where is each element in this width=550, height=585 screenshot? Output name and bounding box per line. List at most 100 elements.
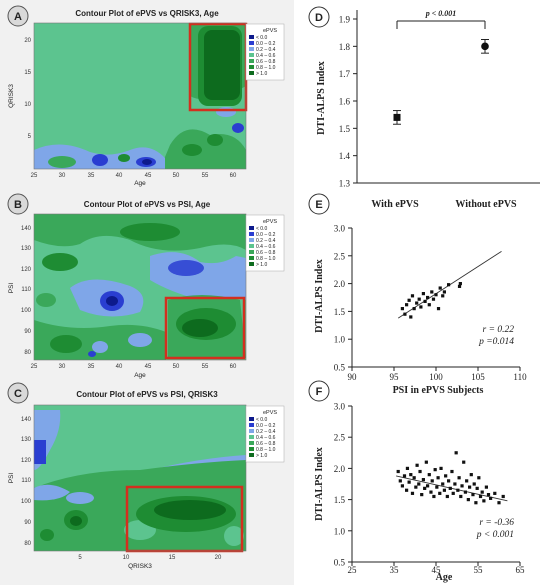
panel-c-y-ticks: 140 130 120 110 100 90 80: [21, 417, 32, 547]
panel-f: F 3.0 2.5 2.0 1.5 1.0 0.5 25 35 45 55 65 r = -0.3…: [308, 380, 525, 583]
panel-f-point: [407, 480, 411, 484]
panel-f-x-tick-label: 55: [474, 565, 484, 575]
panel-d-y-tick-label: 1.7: [339, 69, 351, 79]
panel-e-point: [417, 297, 421, 301]
panel-a-title: Contour Plot of ePVS vs QRISK3, Age: [75, 9, 219, 18]
panel-e-y-tick-label: 1.0: [334, 335, 346, 345]
panel-f-y-tick-label: 2.5: [334, 433, 346, 443]
panel-f-point: [472, 482, 476, 486]
svg-text:40: 40: [116, 364, 123, 370]
panel-c-y-label: PSI: [8, 473, 15, 484]
panel-f-point: [409, 473, 413, 477]
panel-f-y-ticks: 3.0 2.5 2.0 1.5 1.0 0.5: [334, 402, 352, 568]
panel-f-point: [466, 498, 470, 502]
panel-d-p-value: p < 0.001: [425, 9, 457, 18]
contour-figure: A Contour Plot of ePVS vs QRISK3, Age e: [7, 5, 285, 570]
panel-b-highlight-box: [164, 296, 246, 360]
svg-text:60: 60: [230, 173, 237, 179]
panel-f-point: [405, 488, 409, 492]
panel-e-y-ticks: 3.0 2.5 2.0 1.5 1.0 0.5: [334, 224, 352, 373]
panel-e-badge: E: [308, 193, 330, 215]
panel-f-point: [478, 494, 483, 499]
panel-f-x-tick-label: 45: [432, 565, 442, 575]
panel-e-point: [419, 305, 423, 309]
panel-b-y-ticks: 140 130 120 110 100 90 80: [21, 226, 32, 356]
svg-text:0.4 – 0.6: 0.4 – 0.6: [256, 435, 276, 441]
svg-text:25: 25: [31, 364, 38, 370]
panel-f-x-ticks: 25 35 45 55 65: [348, 562, 525, 575]
svg-text:ePVS: ePVS: [263, 219, 277, 225]
panel-a-badge: A: [7, 5, 29, 27]
panel-e-point: [457, 284, 462, 288]
panel-c-x-label: QRISK3: [128, 563, 152, 570]
svg-text:0.4 – 0.6: 0.4 – 0.6: [256, 244, 276, 250]
panel-b-title: Contour Plot of ePVS vs PSI, Age: [84, 200, 211, 209]
panel-e-point: [427, 303, 431, 307]
panel-e-point: [436, 307, 441, 311]
svg-text:5: 5: [28, 134, 32, 140]
panel-f-x-tick-label: 25: [348, 565, 358, 575]
panel-a-x-label: Age: [134, 180, 146, 187]
panel-d-point: [481, 42, 489, 51]
panel-f-point: [436, 476, 440, 480]
panel-f-point: [493, 491, 497, 495]
panel-d-y-label: DTI-ALPS Index: [316, 61, 327, 135]
panel-e-y-tick-label: 3.0: [334, 224, 346, 234]
panel-a-y-ticks: 20 15 10 5: [24, 38, 31, 140]
panel-f-point: [486, 493, 491, 497]
panel-f-point: [414, 485, 418, 489]
panel-e-y-tick-label: 1.5: [334, 307, 346, 317]
panel-f-y-tick-label: 0.5: [334, 558, 346, 568]
panel-c-badge: C: [7, 382, 29, 404]
svg-text:> 1.0: > 1.0: [256, 262, 267, 268]
panel-f-point: [451, 491, 455, 495]
panel-e-point: [412, 307, 416, 311]
panel-e-x-tick-label: 100: [429, 372, 443, 382]
panel-f-point: [474, 501, 478, 505]
panel-f-point: [444, 474, 448, 478]
panel-f-point: [489, 496, 493, 500]
panel-c-plot-area: [33, 404, 247, 553]
panel-e-r-value: r = 0.22: [483, 325, 515, 335]
svg-text:C: C: [14, 388, 22, 400]
panel-d: D 1.9 1.8 1.7 1.6 1.5 1.4 1.3 p < 0.001 With e…: [308, 6, 540, 210]
panel-f-y-tick-label: 2.0: [334, 464, 346, 474]
panel-f-point: [427, 473, 431, 477]
svg-text:ePVS: ePVS: [263, 28, 277, 34]
svg-text:50: 50: [173, 364, 180, 370]
svg-text:35: 35: [88, 173, 95, 179]
svg-text:0.8 – 1.0: 0.8 – 1.0: [256, 447, 276, 453]
panel-f-x-tick-label: 35: [390, 565, 400, 575]
panel-f-point: [456, 488, 460, 492]
panel-d-y-tick-label: 1.3: [339, 179, 351, 189]
panel-f-point: [482, 499, 486, 503]
svg-text:20: 20: [24, 38, 31, 44]
panel-c-x-ticks: 5 10 15 20: [78, 555, 222, 561]
panel-b-legend: ePVS < 0.0 0.0 – 0.2 0.2 – 0.4 0.4 – 0.6…: [245, 214, 285, 272]
svg-text:120: 120: [21, 267, 32, 273]
panel-d-points: [393, 39, 489, 125]
panel-f-point: [420, 493, 424, 497]
svg-text:40: 40: [116, 173, 123, 179]
svg-text:35: 35: [88, 364, 95, 370]
panel-b-plot-area: [33, 213, 247, 361]
svg-text:110: 110: [21, 478, 31, 484]
svg-text:90: 90: [24, 329, 31, 335]
panel-b: B Contour Plot of ePVS vs PSI, Age: [7, 193, 285, 379]
panel-d-y-tick-label: 1.5: [339, 124, 351, 134]
panel-e-y-tick-label: 2.0: [334, 279, 346, 289]
panel-e-point: [438, 286, 442, 290]
svg-text:0.8 – 1.0: 0.8 – 1.0: [256, 65, 276, 71]
panel-f-point: [460, 484, 464, 488]
panel-e-point: [409, 315, 413, 319]
panel-e-point: [447, 283, 451, 287]
svg-text:0.6 – 0.8: 0.6 – 0.8: [256, 59, 276, 65]
panel-e-point: [407, 298, 411, 302]
panel-f-point: [423, 486, 427, 490]
svg-text:0.2 – 0.4: 0.2 – 0.4: [256, 429, 276, 435]
panel-e-points: [400, 282, 462, 319]
panel-f-point: [398, 479, 402, 483]
panel-e-point: [431, 297, 436, 301]
panel-f-point: [469, 473, 473, 477]
panel-f-point: [441, 482, 445, 486]
